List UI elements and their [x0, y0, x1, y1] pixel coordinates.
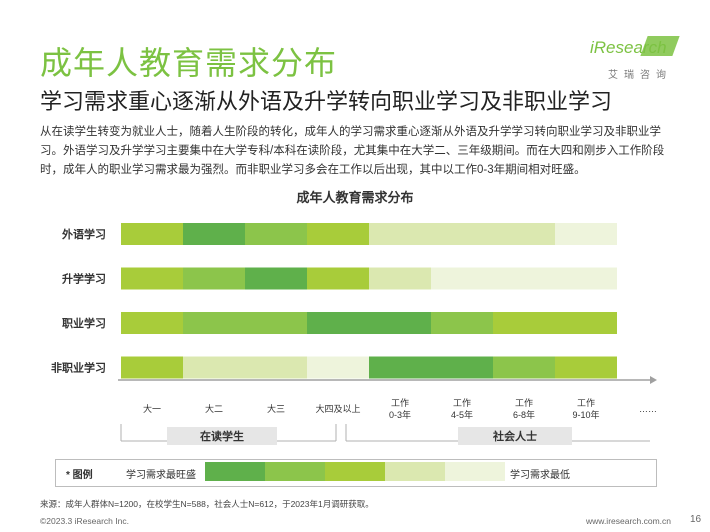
heatmap-cell	[431, 223, 493, 245]
heatmap-cell	[555, 312, 617, 334]
row-label: 外语学习	[61, 227, 106, 241]
heatmap-cell	[493, 312, 555, 334]
group-label: 在读学生	[200, 429, 244, 443]
heatmap-cell	[369, 356, 431, 379]
heatmap-cell	[493, 223, 555, 245]
x-tick-label: 大三	[267, 403, 285, 414]
heatmap-cell	[183, 223, 245, 245]
heatmap-cell	[307, 312, 369, 334]
heatmap-cell	[121, 312, 183, 334]
iresearch-logo: iResearch 艾瑞咨询	[586, 36, 680, 86]
legend-swatch	[385, 462, 445, 481]
legend-high-label: 学习需求最旺盛	[126, 470, 196, 481]
logo-brand: iResearch	[590, 38, 667, 57]
chart-title: 成年人教育需求分布	[296, 190, 414, 205]
heatmap-cell	[183, 356, 245, 379]
heatmap-cell	[555, 267, 617, 290]
heatmap-cell	[245, 267, 307, 290]
source-note: 来源：成年人群体N=1200，在校学生N=588，社会人士N=612，于2023…	[40, 499, 374, 509]
x-tick-label: ……	[639, 404, 657, 414]
intro-paragraph: 从在读学生转变为就业人士，随着人生阶段的转化，成年人的学习需求重心逐渐从外语及升…	[40, 126, 665, 176]
group-label-bg	[167, 427, 277, 445]
heatmap-cell	[307, 356, 369, 379]
heatmap-cell	[121, 356, 183, 379]
heatmap-cell	[245, 312, 307, 334]
legend-box	[55, 459, 657, 487]
heatmap-cell	[431, 312, 493, 334]
x-tick-label: 大二	[205, 403, 223, 414]
x-tick-label: 工作 6-8年	[513, 397, 535, 420]
heatmap-cell	[431, 356, 493, 379]
legend-swatch	[325, 462, 385, 481]
heatmap-cell	[183, 267, 245, 290]
heatmap-cell	[555, 356, 617, 379]
heatmap-cell	[307, 267, 369, 290]
website-link[interactable]: www.iresearch.com.cn	[586, 516, 672, 526]
row-label: 非职业学习	[51, 361, 106, 375]
x-tick-label: 工作 9-10年	[572, 397, 599, 420]
heatmap-cell	[493, 267, 555, 290]
legend-swatch	[265, 462, 325, 481]
legend-low-label: 学习需求最低	[510, 470, 570, 481]
heatmap-cell	[369, 312, 431, 334]
heatmap-cell	[121, 223, 183, 245]
heatmap-cell	[121, 267, 183, 290]
x-tick-label: 工作 4-5年	[451, 397, 473, 420]
group-label: 社会人士	[492, 429, 537, 443]
heatmap-cell	[431, 267, 493, 290]
logo-sub: 艾瑞咨询	[608, 70, 672, 81]
row-label: 升学学习	[62, 272, 106, 286]
heatmap-cell	[307, 223, 369, 245]
x-tick-label: 大四及以上	[315, 403, 360, 414]
group-label-bg	[458, 427, 572, 445]
legend-swatch	[205, 462, 265, 481]
copyright: ©2023.3 iResearch Inc.	[40, 516, 129, 526]
page-subtitle: 学习需求重心逐渐从外语及升学转向职业学习及非职业学习	[40, 89, 613, 114]
heatmap-cell	[369, 223, 431, 245]
legend-heading: * 图例	[66, 470, 93, 481]
heatmap-cell	[555, 223, 617, 245]
page-number: 16	[690, 514, 702, 525]
x-tick-label: 工作 0-3年	[389, 397, 411, 420]
row-label: 职业学习	[62, 316, 106, 330]
heatmap-cell	[369, 267, 431, 290]
x-axis-arrow-icon	[650, 376, 657, 384]
x-tick-label: 大一	[143, 403, 161, 414]
legend-swatch	[445, 462, 505, 481]
page-title: 成年人教育需求分布	[40, 45, 338, 81]
heatmap-cell	[245, 356, 307, 379]
heatmap-cell	[493, 356, 555, 379]
heatmap-cell	[183, 312, 245, 334]
heatmap-cell	[245, 223, 307, 245]
